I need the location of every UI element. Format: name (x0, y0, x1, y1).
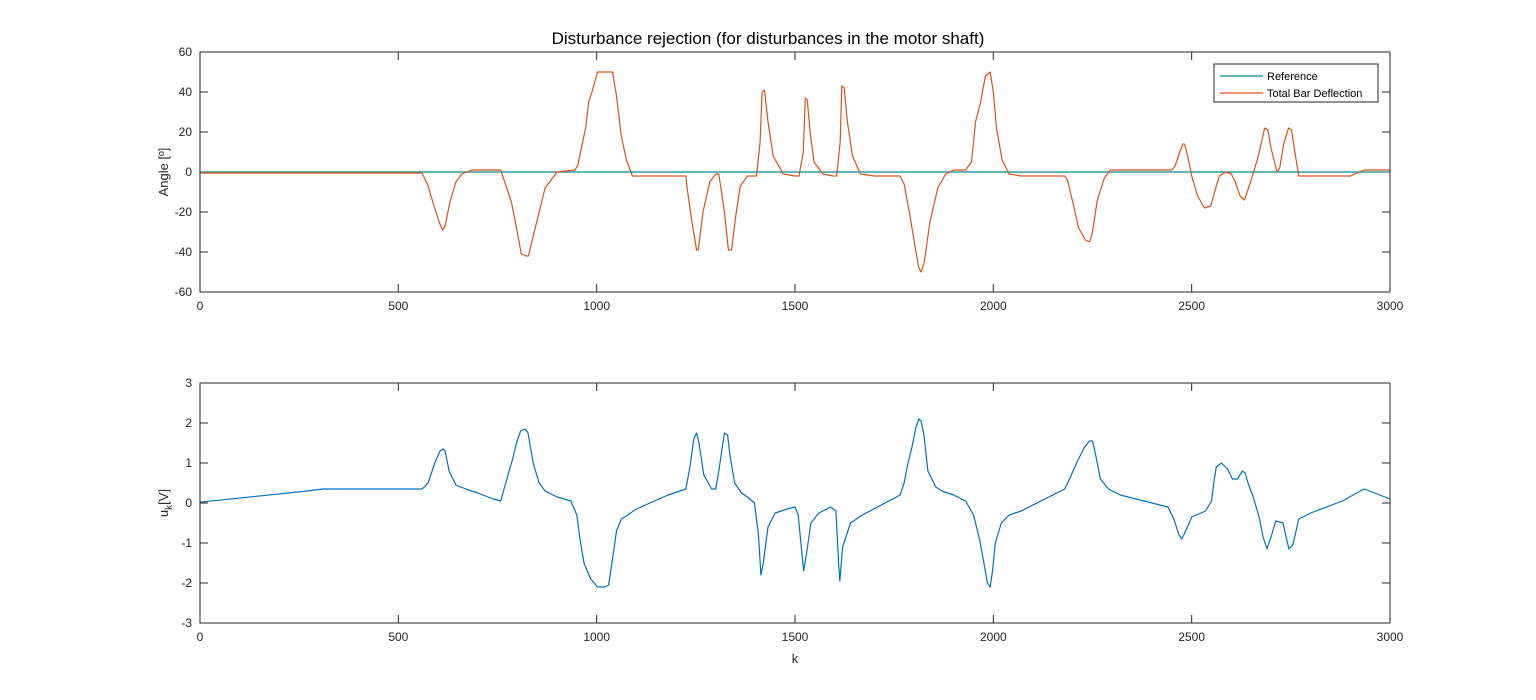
bottom-axes-frame (199, 382, 1391, 624)
y-label-unit: [V] (156, 489, 171, 505)
bottom-x-tick-label: 0 (197, 630, 204, 644)
top-y-tick-label: -60 (175, 285, 193, 299)
bottom-x-tick-label: 1500 (782, 630, 809, 644)
top-x-tick-label: 2500 (1178, 299, 1205, 313)
top-x-tick-label: 0 (197, 299, 204, 313)
bottom-x-tick-label: 500 (388, 630, 408, 644)
legend: Reference Total Bar Deflection (1213, 63, 1379, 103)
bottom-y-tick-label: -2 (181, 576, 192, 590)
y-label-u: u (156, 510, 171, 517)
top-x-tick-label: 1500 (782, 299, 809, 313)
top-y-tick-label: 40 (179, 85, 193, 99)
series-line-bottom-series-0 (199, 418, 1391, 588)
bottom-axes: 0 500 1000 1500 2000 2500 3000 -3 -2 -1 0 1 2 3 (181, 376, 1403, 644)
top-y-tick-label: 20 (179, 125, 193, 139)
legend-box (1213, 63, 1379, 103)
top-y-tick-label: 0 (185, 165, 192, 179)
bottom-y-tick-label: -1 (181, 536, 192, 550)
top-axes-frame (199, 51, 1391, 293)
bottom-y-tick-label: -3 (181, 616, 192, 630)
legend-label-reference: Reference (1267, 71, 1318, 83)
legend-label-total-bar-deflection: Total Bar Deflection (1267, 88, 1362, 100)
bottom-y-tick-label: 0 (185, 496, 192, 510)
bottom-x-axis-label: k (792, 651, 799, 666)
top-y-tick-label: -40 (175, 245, 193, 259)
bottom-y-tick-label: 2 (185, 416, 192, 430)
bottom-y-tick-label: 3 (185, 376, 192, 390)
top-y-tick-label: -20 (175, 205, 193, 219)
bottom-x-tick-label: 2500 (1178, 630, 1205, 644)
top-y-axis-label: Angle [º] (156, 148, 171, 197)
bottom-x-tick-label: 1000 (583, 630, 610, 644)
bottom-plot-area (200, 383, 1390, 623)
top-x-tick-label: 1000 (583, 299, 610, 313)
chart-title: Disturbance rejection (for disturbances … (552, 29, 985, 48)
top-x-tick-label: 2000 (980, 299, 1007, 313)
bottom-y-axis-label: uk[V] (156, 489, 175, 517)
bottom-x-tick-label: 2000 (980, 630, 1007, 644)
top-axes: 0 500 1000 1500 2000 2500 3000 -60 -40 -20 0 20 40 60 (175, 45, 1404, 313)
top-y-tick-label: 60 (179, 45, 193, 59)
series-line-total-bar-deflection (200, 71, 1390, 273)
bottom-x-tick-label: 3000 (1377, 630, 1404, 644)
top-x-tick-label: 500 (388, 299, 408, 313)
bottom-y-tick-label: 1 (185, 456, 192, 470)
top-x-tick-label: 3000 (1377, 299, 1404, 313)
y-label-subscript-k: k (164, 504, 175, 510)
